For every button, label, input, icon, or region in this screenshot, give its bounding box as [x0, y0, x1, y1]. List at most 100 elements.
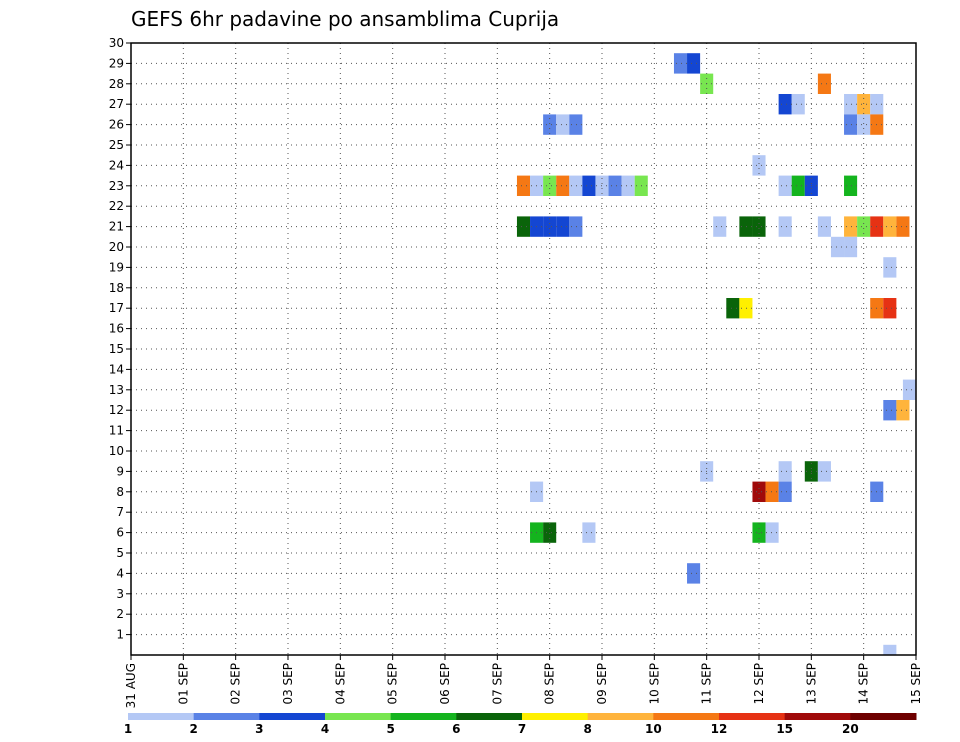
y-tick-label-25: 25: [109, 138, 124, 152]
heatmap-cell-15: [752, 155, 766, 176]
heatmap-cell-5: [791, 94, 805, 115]
y-tick-label-30: 30: [109, 36, 124, 50]
y-tick-label-22: 22: [109, 199, 124, 213]
heatmap-cell-41: [857, 216, 871, 237]
heatmap-cell-9: [543, 114, 557, 135]
y-axis: 1234567891011121314151617181920212223242…: [109, 36, 131, 642]
heatmap-cell-26: [778, 175, 792, 196]
grid-layer: [131, 43, 916, 655]
heatmap-cell-6: [844, 94, 858, 115]
colorbar-label-12: 12: [711, 722, 728, 736]
heatmap-cell-52: [902, 379, 916, 400]
heatmap-cell-68: [765, 522, 779, 543]
colorbar-swatch-0: [128, 713, 195, 720]
y-tick-label-15: 15: [109, 342, 124, 356]
heatmap-cell-62: [778, 481, 792, 502]
y-tick-label-28: 28: [109, 77, 124, 91]
colorbar-swatch-10: [784, 713, 851, 720]
y-tick-label-17: 17: [109, 301, 124, 315]
plot-frame: [130, 42, 917, 656]
heatmap-cell-49: [739, 298, 753, 319]
colorbar-swatch-2: [259, 713, 326, 720]
heatmap-cell-0: [673, 53, 688, 74]
x-tick-label-13: 13 SEP: [804, 663, 818, 705]
y-tick-label-20: 20: [109, 240, 124, 254]
heatmap-cell-33: [556, 216, 570, 237]
heatmap-cell-45: [830, 236, 845, 258]
x-tick-label-6: 06 SEP: [438, 663, 452, 705]
heatmap-cell-1: [687, 53, 701, 74]
heatmap-cell-30: [516, 216, 531, 237]
colorbar-swatch-4: [390, 713, 457, 720]
y-tick-label-23: 23: [109, 179, 124, 193]
colorbar-swatch-9: [719, 713, 786, 720]
heatmap-cell-51: [883, 298, 897, 319]
y-tick-label-19: 19: [109, 260, 124, 274]
y-tick-label-3: 3: [116, 587, 124, 601]
colorbar-label-6: 6: [452, 722, 460, 736]
heatmap-cell-54: [896, 400, 910, 421]
heatmap-cell-69: [687, 563, 701, 584]
colorbar-swatch-5: [456, 713, 523, 720]
colorbar: 1 2 3 4 5 6 7 8 10 12 15 20: [124, 713, 917, 736]
heatmap-cell-56: [778, 461, 792, 482]
heatmap-cell-29: [844, 175, 858, 196]
y-tick-label-9: 9: [116, 464, 124, 478]
y-tick-label-21: 21: [109, 220, 124, 234]
x-tick-label-11: 11 SEP: [700, 663, 714, 705]
x-tick-label-1: 01 SEP: [176, 663, 190, 705]
cells-layer: [516, 53, 916, 655]
heatmap-cell-10: [556, 114, 570, 135]
y-tick-label-24: 24: [109, 158, 124, 172]
heatmap-cell-47: [883, 257, 897, 278]
heatmap-cell-13: [857, 114, 871, 135]
colorbar-label-7: 7: [518, 722, 526, 736]
colorbar-label-8: 8: [583, 722, 591, 736]
heatmap-cell-24: [621, 175, 635, 196]
x-tick-label-9: 09 SEP: [595, 663, 609, 705]
heatmap-cell-34: [569, 216, 583, 237]
colorbar-swatch-1: [193, 713, 260, 720]
heatmap-cell-46: [844, 236, 858, 258]
x-tick-label-14: 14 SEP: [857, 663, 871, 705]
colorbar-label-2: 2: [189, 722, 197, 736]
heatmap-cell-35: [713, 216, 727, 237]
colorbar-swatch-3: [325, 713, 392, 720]
heatmap-cell-58: [817, 461, 831, 482]
y-tick-label-10: 10: [109, 444, 124, 458]
heatmap-cell-18: [543, 175, 557, 196]
y-tick-label-26: 26: [109, 118, 124, 132]
heatmap-cell-66: [582, 522, 596, 543]
y-tick-label-29: 29: [109, 56, 124, 70]
y-tick-label-27: 27: [109, 97, 124, 111]
x-tick-label-10: 10 SEP: [647, 663, 661, 705]
colorbar-label-1: 1: [124, 722, 132, 736]
x-tick-label-2: 02 SEP: [229, 663, 243, 705]
heatmap-cell-38: [778, 216, 792, 237]
colorbar-swatch-6: [522, 713, 589, 720]
chart-title: GEFS 6hr padavine po ansamblima Cuprija: [131, 7, 559, 31]
colorbar-label-4: 4: [321, 722, 329, 736]
colorbar-label-5: 5: [386, 722, 394, 736]
heatmap-cell-20: [569, 175, 583, 196]
y-tick-label-8: 8: [116, 485, 124, 499]
y-tick-label-6: 6: [116, 526, 124, 540]
heatmap-cell-19: [556, 175, 570, 196]
heatmap-cell-23: [608, 175, 622, 196]
heatmap-cell-43: [883, 216, 897, 237]
x-axis: 31 AUG 01 SEP 02 SEP 03 SEP 04 SEP 05 SEP 06 S…: [124, 655, 923, 708]
heatmap-cell-3: [817, 73, 831, 94]
heatmap-cell-4: [778, 94, 792, 115]
heatmap-cell-60: [752, 481, 766, 502]
y-tick-label-13: 13: [109, 383, 124, 397]
x-tick-label-4: 04 SEP: [333, 663, 347, 705]
heatmap-cell-70: [883, 644, 897, 655]
heatmap-cell-44: [896, 216, 910, 237]
heatmap-cell-37: [752, 216, 766, 237]
heatmap-cell-61: [765, 481, 779, 502]
y-tick-label-1: 1: [116, 628, 124, 642]
y-tick-label-7: 7: [116, 505, 124, 519]
colorbar-label-10: 10: [645, 722, 662, 736]
colorbar-swatch-8: [653, 713, 720, 720]
